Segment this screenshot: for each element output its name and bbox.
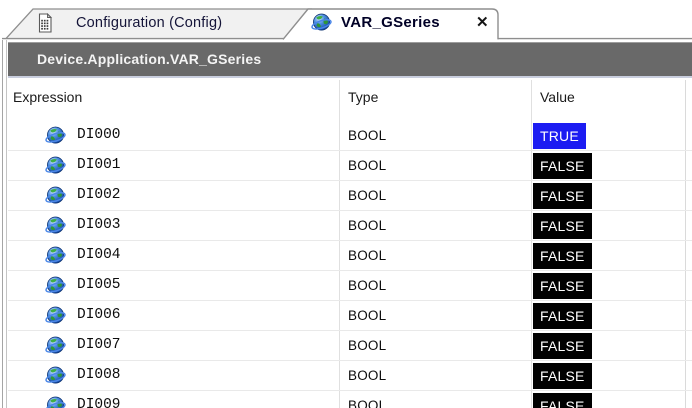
globe-icon <box>45 186 66 205</box>
row-expression: DI001 <box>77 157 121 173</box>
row-expression: DI005 <box>77 277 121 293</box>
globe-icon <box>311 13 332 32</box>
left-panel-edge <box>5 40 7 408</box>
globe-icon <box>45 396 66 408</box>
row-type: BOOL <box>348 158 387 173</box>
row-value-badge[interactable]: FALSE <box>533 393 592 408</box>
globe-icon <box>45 126 66 145</box>
column-header-value[interactable]: Value <box>540 89 575 105</box>
row-type: BOOL <box>348 308 387 323</box>
row-expression: DI006 <box>77 307 121 323</box>
row-type: BOOL <box>348 188 387 203</box>
row-type: BOOL <box>348 128 387 143</box>
globe-icon <box>45 276 66 295</box>
row-value-badge[interactable]: FALSE <box>533 273 592 299</box>
row-type: BOOL <box>348 368 387 383</box>
close-icon[interactable]: ✕ <box>476 14 489 31</box>
table-row[interactable]: DI006 BOOL FALSE <box>8 301 692 331</box>
row-type: BOOL <box>348 278 387 293</box>
column-separator[interactable] <box>531 80 533 408</box>
row-value-badge[interactable]: FALSE <box>533 303 592 329</box>
table-row[interactable]: DI005 BOOL FALSE <box>8 271 692 301</box>
globe-icon <box>45 306 66 325</box>
left-splitter[interactable] <box>1 40 3 408</box>
tab-var-gseries[interactable]: VAR_GSeries ✕ <box>305 8 500 38</box>
row-expression: DI004 <box>77 247 121 263</box>
row-value-badge[interactable]: FALSE <box>533 153 592 179</box>
row-type: BOOL <box>348 218 387 233</box>
row-expression: DI003 <box>77 217 121 233</box>
row-expression: DI002 <box>77 187 121 203</box>
row-expression: DI009 <box>77 397 121 408</box>
table-row[interactable]: DI009 BOOL FALSE <box>8 391 692 408</box>
column-header-expression[interactable]: Expression <box>13 89 83 105</box>
table-row[interactable]: DI000 BOOL TRUE <box>8 121 692 151</box>
tab-shapes <box>2 8 692 40</box>
table-header: Expression Type Value <box>8 78 692 121</box>
column-separator[interactable] <box>685 80 687 408</box>
table-row[interactable]: DI001 BOOL FALSE <box>8 151 692 181</box>
row-expression: DI000 <box>77 127 121 143</box>
tab-configuration[interactable]: Configuration (Config) <box>30 8 290 38</box>
row-value-badge[interactable]: FALSE <box>533 213 592 239</box>
table-row[interactable]: DI007 BOOL FALSE <box>8 331 692 361</box>
globe-icon <box>45 216 66 235</box>
globe-icon <box>45 246 66 265</box>
table-row[interactable]: DI002 BOOL FALSE <box>8 181 692 211</box>
table-row[interactable]: DI004 BOOL FALSE <box>8 241 692 271</box>
path-text: Device.Application.VAR_GSeries <box>37 51 262 67</box>
globe-icon <box>45 366 66 385</box>
column-separator[interactable] <box>339 80 341 408</box>
document-tabstrip: Configuration (Config) VAR_GSeries ✕ <box>0 0 692 40</box>
column-header-type[interactable]: Type <box>348 89 379 105</box>
row-value-badge[interactable]: TRUE <box>533 123 586 149</box>
document-grid-icon <box>38 13 52 33</box>
row-expression: DI008 <box>77 367 121 383</box>
tab-label: VAR_GSeries <box>341 14 440 31</box>
globe-icon <box>45 156 66 175</box>
row-value-badge[interactable]: FALSE <box>533 183 592 209</box>
row-expression: DI007 <box>77 337 121 353</box>
row-value-badge[interactable]: FALSE <box>533 333 592 359</box>
row-value-badge[interactable]: FALSE <box>533 243 592 269</box>
table-row[interactable]: DI008 BOOL FALSE <box>8 361 692 391</box>
globe-icon <box>45 336 66 355</box>
row-type: BOOL <box>348 248 387 263</box>
watch-table-body: DI000 BOOL TRUE DI001 BOOL FALSE DI002 B… <box>8 121 692 408</box>
table-row[interactable]: DI003 BOOL FALSE <box>8 211 692 241</box>
row-type: BOOL <box>348 338 387 353</box>
row-type: BOOL <box>348 398 387 408</box>
row-value-badge[interactable]: FALSE <box>533 363 592 389</box>
tab-label: Configuration (Config) <box>76 15 223 31</box>
path-bar: Device.Application.VAR_GSeries <box>8 42 692 78</box>
